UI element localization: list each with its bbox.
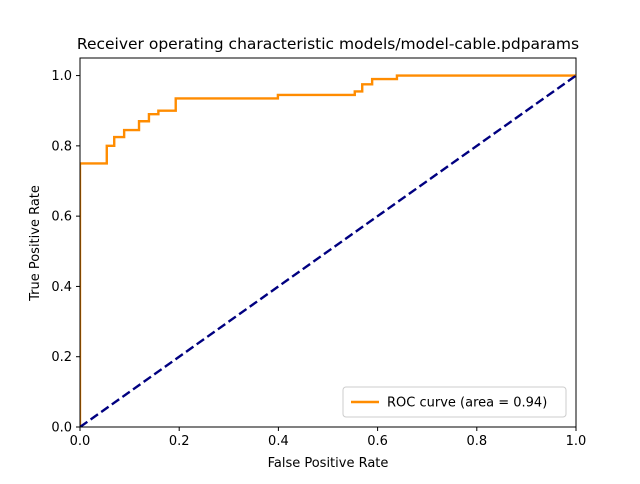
y-tick-label: 0.2	[51, 350, 72, 365]
x-tick-label: 0.6	[367, 434, 388, 449]
x-tick-label: 0.8	[466, 434, 487, 449]
x-tick-label: 1.0	[566, 434, 587, 449]
axes-frame	[79, 57, 577, 428]
x-tick-label: 0.0	[70, 434, 91, 449]
y-tick-label: 0.0	[51, 421, 72, 436]
roc-curve-line	[80, 74, 576, 427]
x-tick-label: 0.4	[268, 434, 289, 449]
y-tick-label: 0.6	[51, 210, 72, 225]
legend-label: ROC curve (area = 0.94)	[387, 396, 547, 411]
y-tick-label: 0.8	[51, 139, 72, 154]
plot-area: 0.0 0.2 0.4 0.6 0.8 1.0 0.0 0.2 0.4 0.6 0.8 1.0 ROC …	[51, 57, 587, 449]
y-tick-label: 1.0	[51, 69, 72, 84]
chance-diagonal-line	[80, 74, 576, 427]
y-tick-label: 0.4	[51, 280, 72, 295]
legend-box	[342, 386, 567, 418]
chart-title: Receiver operating characteristic models…	[77, 35, 579, 53]
y-axis-label: True Positive Rate	[28, 185, 43, 302]
x-tick-label: 0.2	[169, 434, 190, 449]
x-axis-label: False Positive Rate	[268, 456, 389, 471]
series-group	[80, 74, 576, 427]
